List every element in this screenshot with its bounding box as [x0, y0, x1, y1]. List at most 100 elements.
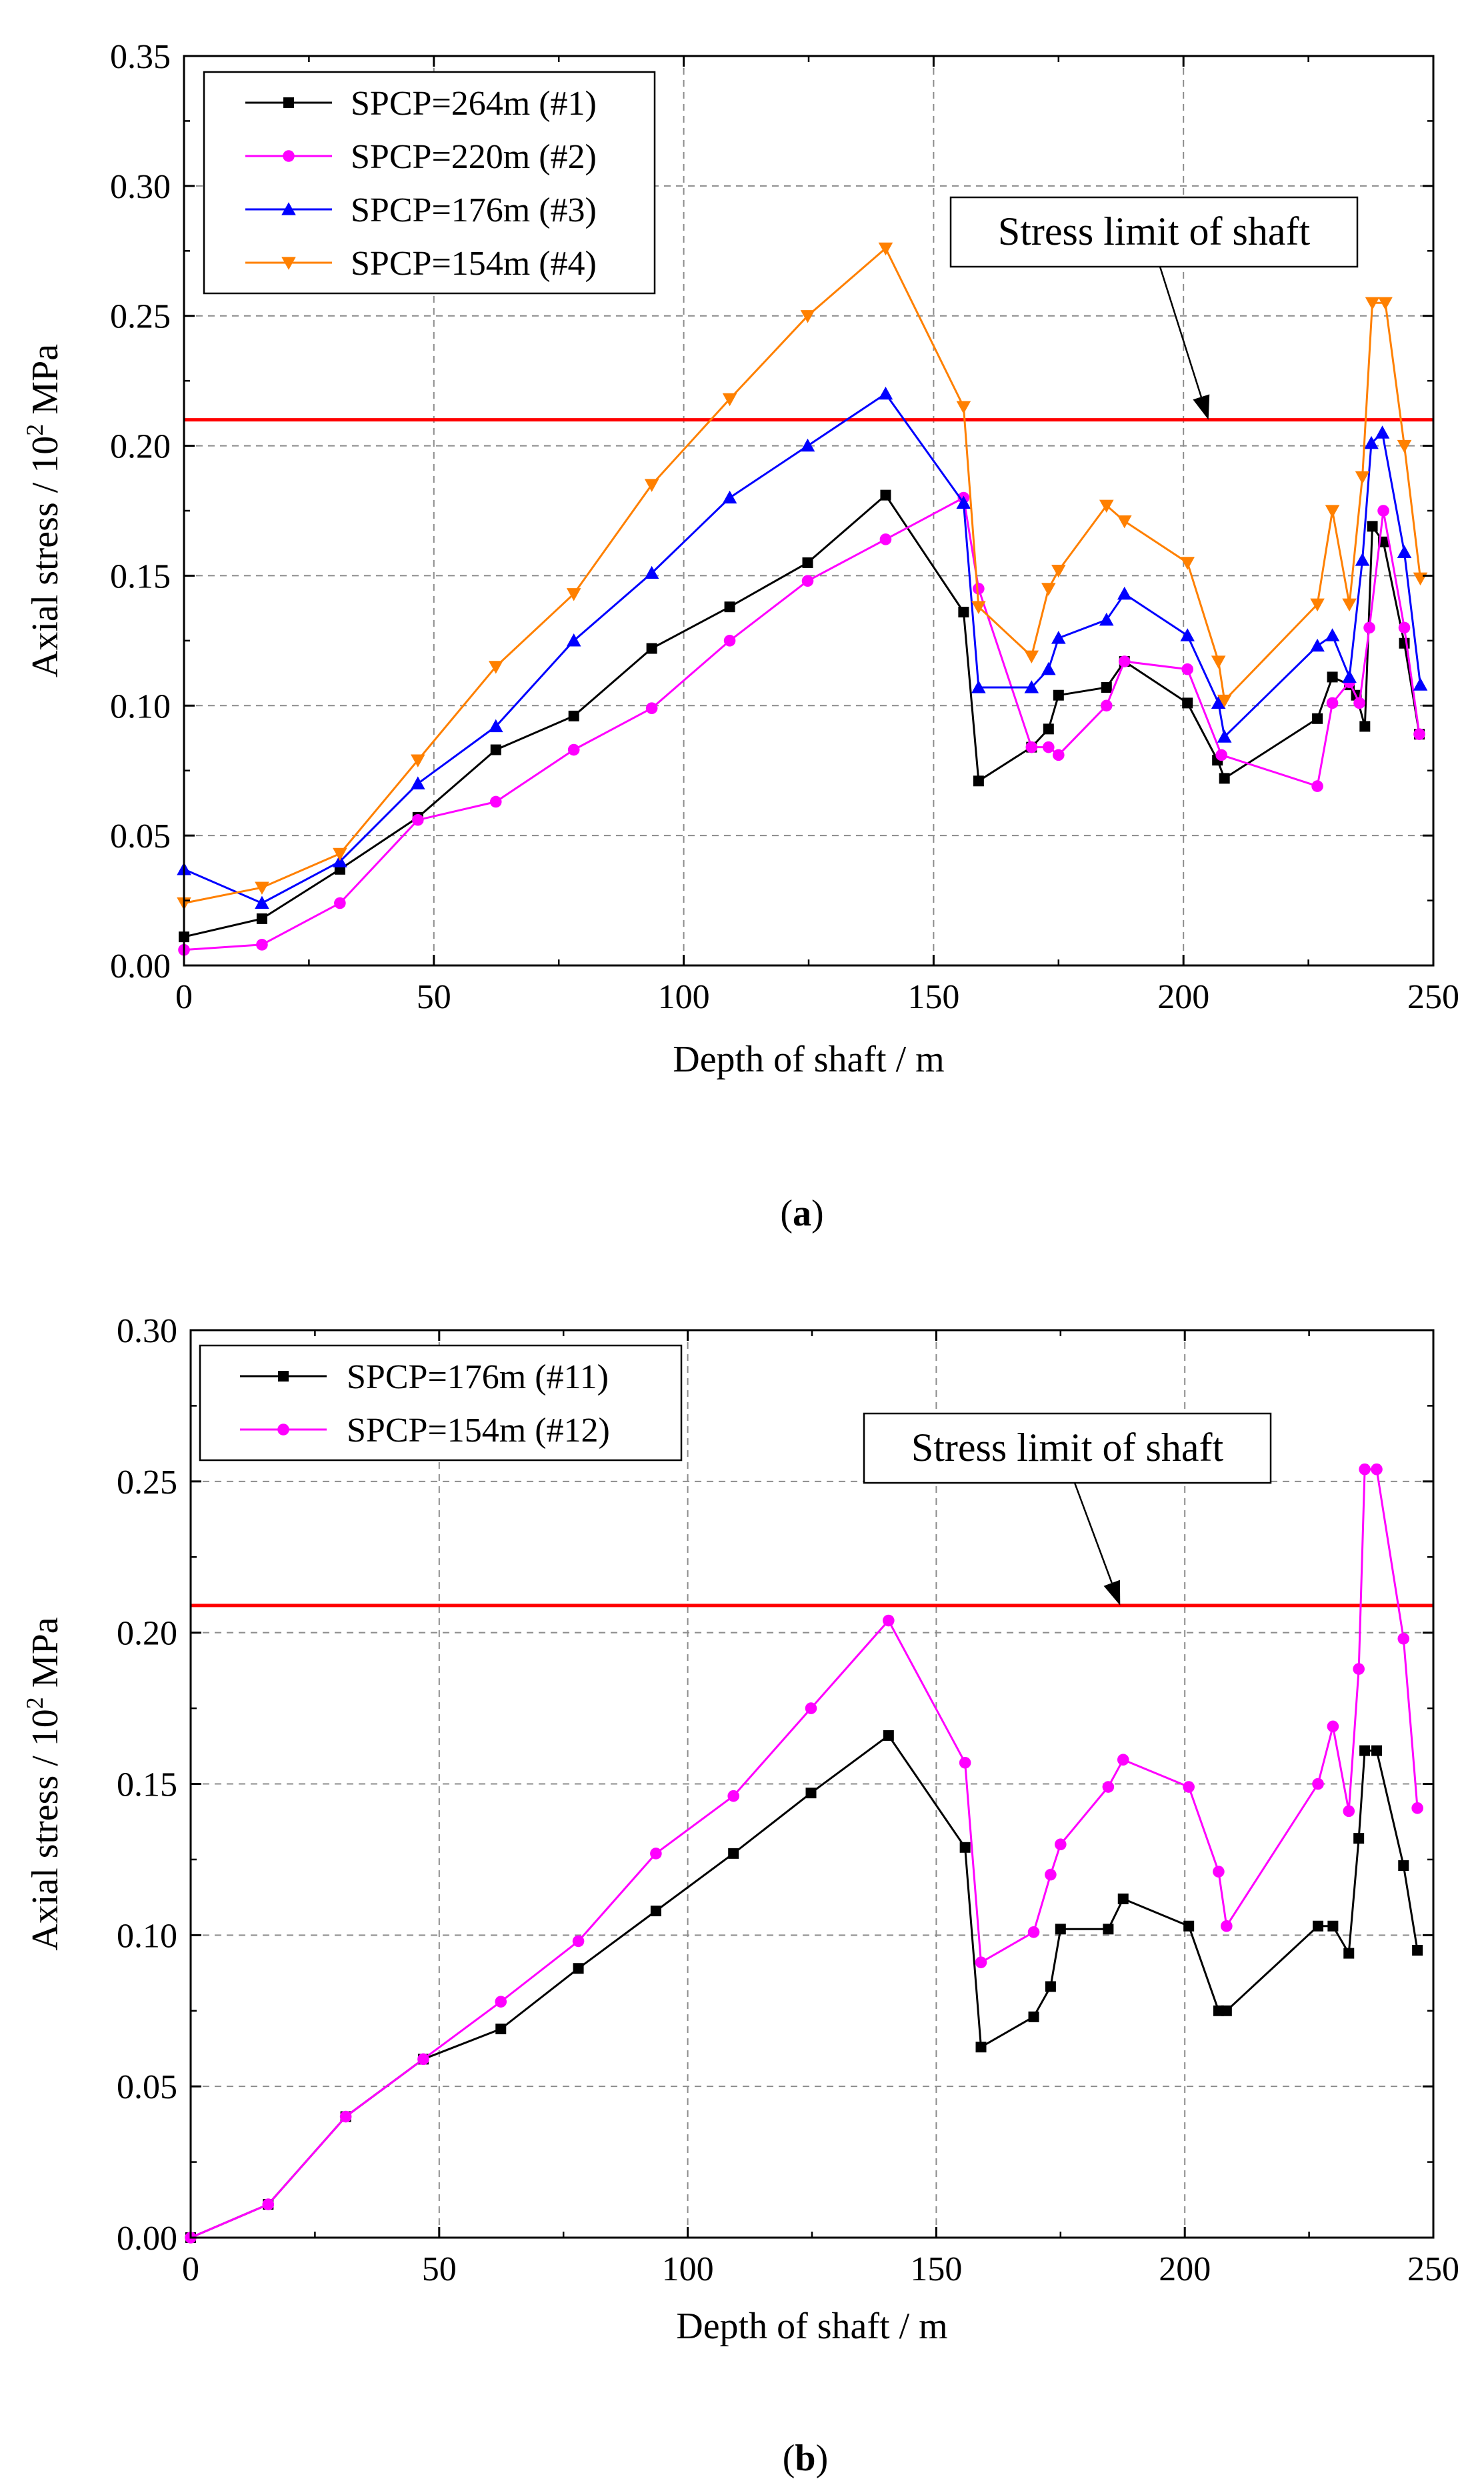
data-point [1211, 655, 1226, 669]
data-point [1398, 1860, 1409, 1871]
data-point [567, 743, 580, 756]
legend-entry: SPCP=176m (#11) [240, 1358, 609, 1396]
data-point [879, 533, 892, 545]
legend-swatch-marker [283, 150, 295, 162]
data-point [1211, 695, 1226, 709]
data-point [1397, 1632, 1410, 1645]
legend-swatch-marker [283, 97, 294, 108]
y-tick-label: 0.20 [117, 1615, 177, 1653]
data-point [805, 1788, 817, 1799]
y-tick-label: 0.00 [117, 2220, 177, 2258]
legend-swatch-marker [281, 257, 296, 270]
data-point [650, 1848, 662, 1860]
data-point [1055, 1924, 1066, 1935]
data-point [1051, 631, 1066, 644]
legend-swatch-marker [277, 1424, 289, 1436]
data-point [1043, 741, 1055, 753]
legend-box [199, 1344, 683, 1462]
data-point [1051, 564, 1066, 578]
data-point [1326, 697, 1339, 709]
y-tick-label: 0.10 [110, 687, 171, 725]
data-point [802, 557, 813, 568]
data-point [971, 601, 986, 614]
data-point [1398, 621, 1411, 634]
x-tick-label: 50 [417, 978, 451, 1016]
data-point [1355, 553, 1370, 566]
x-tick-label: 150 [910, 2250, 962, 2288]
data-point [1103, 1924, 1114, 1935]
data-point [959, 1756, 971, 1769]
x-tick-label: 0 [182, 2250, 199, 2288]
legend-label: SPCP=176m (#3) [351, 191, 597, 229]
y-axis-title-unit: MPa [25, 1617, 66, 1697]
data-point [1325, 628, 1340, 641]
series-line [190, 1734, 1419, 2239]
data-point [255, 895, 269, 909]
data-point [646, 643, 657, 654]
y-axis-title: Axial stress / 102 MPa [21, 344, 66, 677]
data-point [1025, 741, 1038, 753]
data-point [1217, 694, 1232, 708]
data-point [958, 606, 969, 617]
annotation-arrow-line [1159, 266, 1203, 397]
data-point [333, 847, 347, 861]
data-point [572, 1935, 585, 1948]
annotation-arrow-head [1103, 1580, 1121, 1606]
data-point [1024, 680, 1039, 693]
data-point [975, 1956, 987, 1968]
caption-open-paren: ( [780, 1193, 793, 1234]
data-point [1397, 545, 1412, 558]
data-point [956, 495, 971, 509]
data-point [1041, 661, 1056, 675]
data-point [650, 1906, 661, 1917]
annotation: Stress limit of shaft [949, 196, 1359, 420]
data-point [262, 2198, 275, 2210]
data-point [724, 601, 735, 613]
annotation-text: Stress limit of shaft [911, 1426, 1224, 1470]
legend-entry: SPCP=220m (#2) [245, 138, 597, 176]
data-point [1183, 1781, 1195, 1793]
data-point [728, 1848, 739, 1859]
data-point [1363, 621, 1375, 634]
data-point [1221, 1920, 1233, 1932]
y-tick-label: 0.15 [110, 557, 171, 595]
data-point [1053, 689, 1064, 701]
y-axis-title-unit: MPa [25, 344, 66, 424]
legend-entry: SPCP=264m (#1) [245, 85, 597, 123]
data-point [1378, 297, 1393, 311]
legend-label: SPCP=264m (#1) [351, 85, 597, 123]
data-point [1099, 499, 1114, 513]
data-point [488, 719, 503, 733]
data-point [956, 401, 971, 414]
legend: SPCP=176m (#11) SPCP=154m (#12) [199, 1344, 683, 1462]
data-point [1310, 638, 1325, 652]
data-point [1327, 1920, 1339, 1932]
data-point [1045, 1868, 1057, 1881]
y-axis-title: Axial stress / 102 MPa [21, 1617, 66, 1950]
y-axis-title-main: Axial stress / 10 [25, 1709, 66, 1950]
annotation-arrow-line [1073, 1482, 1113, 1584]
y-axis-title-exponent: 2 [21, 1697, 48, 1709]
data-point [973, 775, 984, 787]
x-tick-label: 200 [1157, 978, 1209, 1016]
data-point [1221, 2005, 1232, 2016]
axis-ticks: 0 50 100 150 200 250 0.00 0.05 0.10 0.15 0.20 0.25 0… [110, 38, 1459, 1016]
data-point [489, 795, 502, 808]
data-point [417, 2053, 429, 2066]
data-point [1213, 1866, 1225, 1878]
data-point [1102, 1781, 1115, 1793]
legend-label: SPCP=154m (#12) [347, 1412, 610, 1450]
data-point [1342, 598, 1357, 612]
data-point [1101, 682, 1112, 693]
data-point [1359, 1463, 1371, 1476]
legend-box [203, 71, 656, 295]
data-point [1327, 671, 1338, 683]
data-point [1117, 1893, 1129, 1904]
y-tick-label: 0.30 [117, 1312, 177, 1350]
data-point [495, 2023, 507, 2034]
legend-label: SPCP=220m (#2) [351, 138, 597, 176]
caption-close-paren: ) [811, 1193, 824, 1234]
caption-open-paren: ( [783, 2438, 795, 2479]
chart-panel-a: 0 50 100 150 200 250 0.00 0.05 0.10 0.15 0.20 0.25 0… [21, 38, 1459, 1234]
